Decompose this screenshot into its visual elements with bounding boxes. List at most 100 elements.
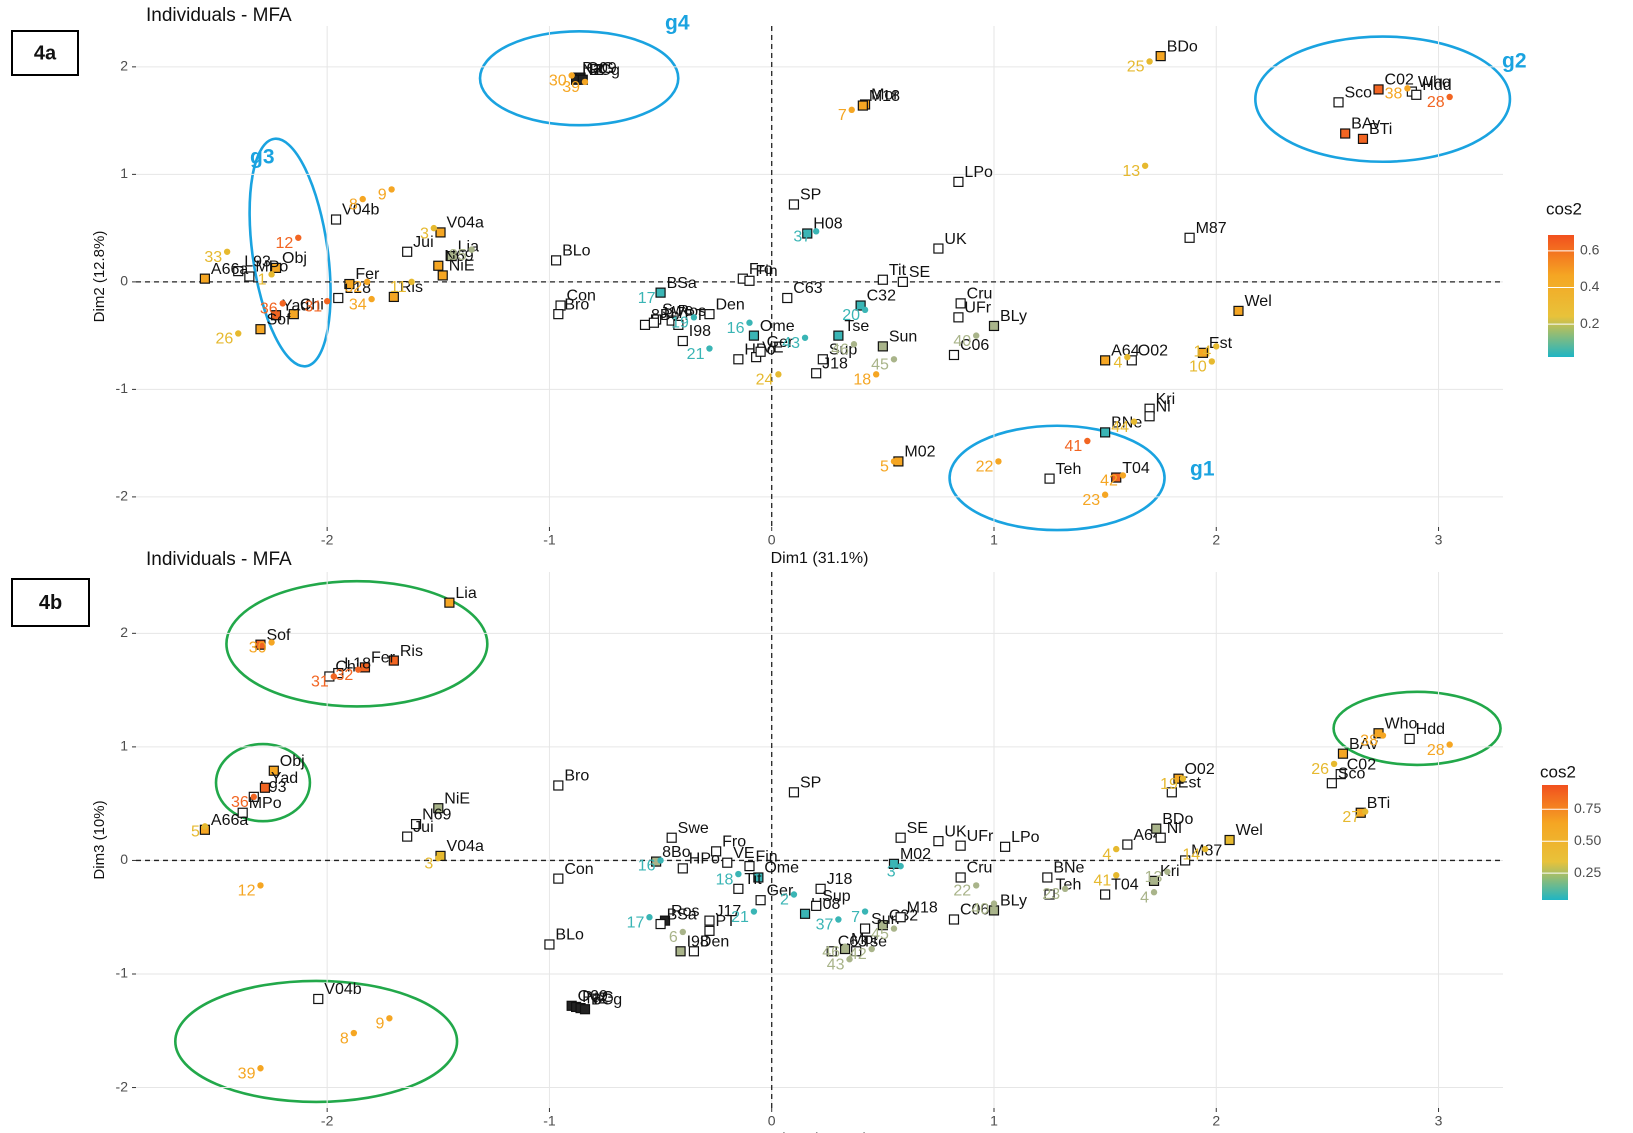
point-dot: [1119, 472, 1127, 479]
dot-label: 41: [1065, 438, 1083, 455]
point-label: UK: [944, 823, 967, 840]
point-square: [955, 298, 966, 309]
point-square: [1000, 841, 1011, 852]
point-label: Mor: [851, 931, 879, 948]
legend-title: cos2: [1546, 199, 1582, 218]
point-label: SE: [907, 820, 928, 837]
legend-tick-label: 0.25: [1574, 864, 1601, 880]
point-dot: [995, 458, 1002, 465]
point-square: [435, 227, 446, 238]
point-label: J18: [822, 355, 848, 372]
point-label: O09: [587, 60, 617, 77]
point-dot: [657, 289, 664, 296]
point-square: [237, 807, 248, 818]
point-label: BAv: [1351, 116, 1380, 133]
point-square: [244, 271, 255, 282]
point-square: [233, 266, 244, 277]
dot-label: 13: [1145, 869, 1163, 886]
point-square: [704, 309, 715, 320]
y-axis-label: Dim2 (12.8%): [91, 231, 108, 323]
point-label: NZ: [587, 990, 609, 1007]
point-square: [877, 920, 888, 931]
point-dot: [323, 298, 331, 305]
point-dot: [468, 246, 475, 253]
dot-label: 18: [716, 871, 734, 888]
point-square: [688, 946, 700, 957]
point-dot: [201, 823, 209, 830]
dot-label: 4: [1140, 889, 1149, 906]
point-square: [755, 895, 766, 906]
dot-label: 40: [971, 901, 989, 918]
dot-label: 36: [231, 794, 249, 811]
point-label: L18: [344, 655, 371, 672]
point-square: [344, 278, 355, 290]
point-square: [1151, 823, 1162, 834]
point-square: [955, 872, 966, 883]
point-label: MPo: [255, 259, 288, 276]
dot-label: 22: [953, 883, 971, 900]
point-square: [388, 291, 399, 303]
dot-label: 21: [687, 346, 705, 363]
point-dot: [268, 271, 275, 278]
point-dot: [841, 943, 849, 950]
point-label: V04a: [447, 838, 484, 855]
dot-label: 26: [215, 331, 233, 348]
dot-label: 5: [191, 824, 200, 841]
point-square: [1044, 473, 1055, 484]
point-square: [1326, 778, 1337, 789]
point-dot: [973, 882, 980, 889]
point-dot: [350, 1029, 358, 1037]
point-square: [733, 883, 744, 894]
point-label: Tit: [889, 262, 907, 279]
x-tick-label: 0: [768, 1113, 776, 1129]
point-dot: [223, 248, 231, 255]
point-square: [859, 923, 871, 934]
point-label: UFr: [964, 300, 991, 317]
point-square: [748, 330, 760, 341]
point-label: LPo: [1011, 829, 1040, 846]
point-square: [1337, 748, 1349, 759]
group-label: g1: [1190, 458, 1215, 481]
dot-label: 7: [851, 909, 860, 926]
point-label: Mor: [871, 87, 899, 104]
point-square: [788, 199, 800, 210]
point-label: Den: [715, 296, 744, 313]
point-label: PaG: [582, 60, 614, 77]
point-label: C06: [960, 337, 989, 354]
dot-label: 23: [1042, 886, 1060, 903]
point-label: C02: [1385, 72, 1414, 89]
point-square: [270, 310, 282, 321]
point-label: BCg: [591, 991, 622, 1008]
point-dot: [359, 195, 366, 203]
point-label: VE: [762, 339, 783, 356]
panel-box: [11, 30, 79, 76]
ellipse: [948, 424, 1166, 532]
point-square: [1340, 128, 1351, 139]
point-square: [782, 292, 793, 304]
legend-title: cos2: [1540, 762, 1576, 781]
point-label: BTi: [1369, 121, 1392, 138]
point-square: [1166, 787, 1177, 798]
point-label: BLo: [562, 243, 591, 260]
point-dot: [890, 356, 898, 363]
point-dot: [279, 300, 286, 307]
point-dot: [1101, 491, 1109, 498]
point-square: [648, 317, 660, 328]
point-dot: [257, 882, 264, 889]
point-label: Lia: [455, 585, 476, 602]
point-label: V04b: [324, 981, 361, 998]
point-dot: [990, 900, 998, 907]
point-label: Obj: [280, 753, 305, 770]
point-label: Ger: [767, 882, 794, 899]
point-label: BNe: [1053, 860, 1084, 877]
x-axis-label: Dim1 (31.1%): [771, 550, 869, 567]
point-label: BDo: [1162, 811, 1193, 828]
dot-label: 46: [831, 341, 849, 358]
dot-label: 16: [638, 858, 656, 875]
x-axis-label: Dim1 (31.1%): [771, 1131, 869, 1133]
ellipse: [1332, 690, 1502, 767]
dot-label: 32: [335, 667, 353, 684]
point-label: SP: [800, 775, 821, 792]
point-square: [704, 925, 715, 936]
point-square: [666, 832, 677, 843]
